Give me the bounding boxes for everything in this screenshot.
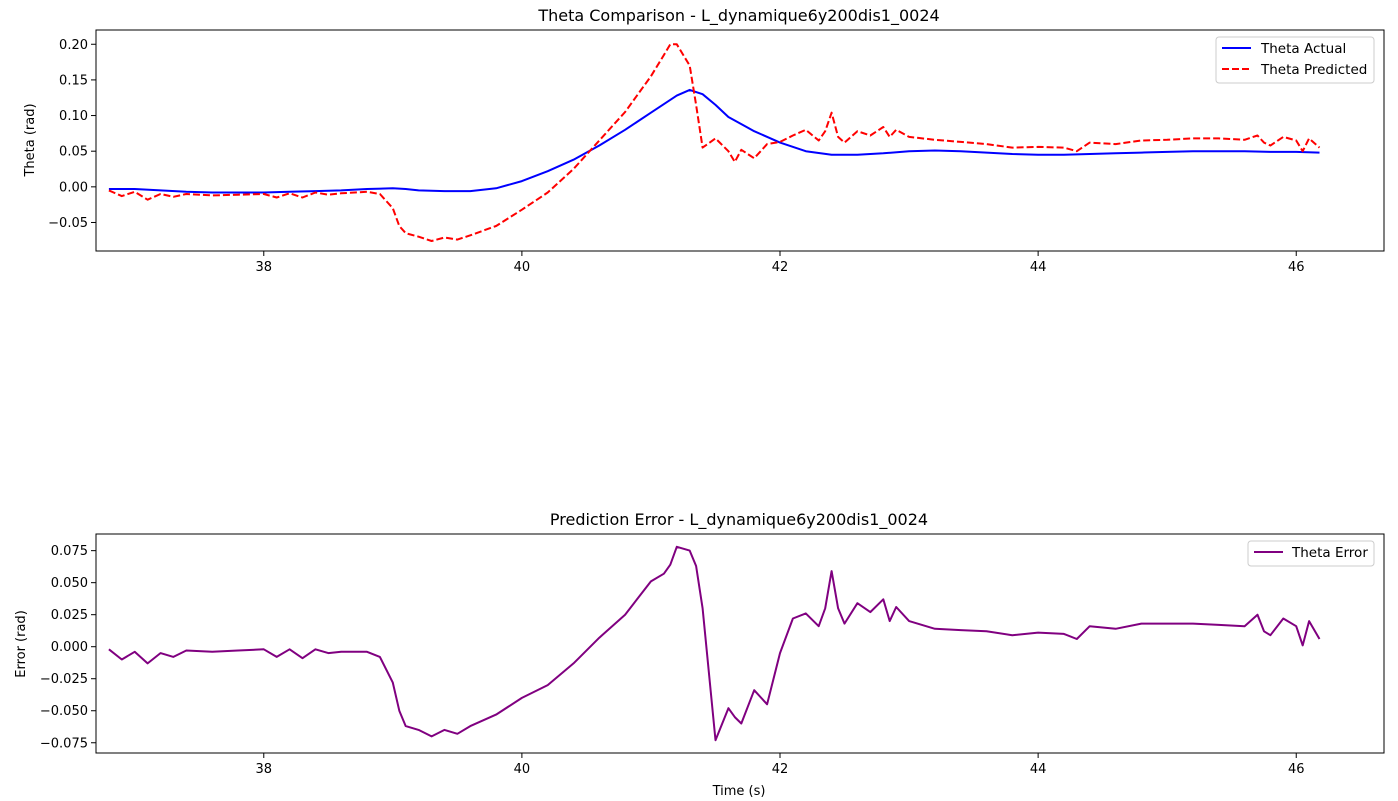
error-xtick-label: 40 (514, 762, 531, 777)
series-line-theta-predicted (108, 43, 1321, 242)
prediction-error-title: Prediction Error - L_dynamique6y200dis1_… (550, 510, 928, 530)
error-legend: Theta Error (1247, 540, 1375, 567)
theta-ytick-label: 0.15 (59, 73, 88, 88)
legend-theta-actual-label: Theta Actual (1260, 41, 1346, 57)
theta-xtick-label: 38 (256, 260, 273, 275)
legend-theta-predicted-label: Theta Predicted (1260, 62, 1367, 78)
theta-ytick-label: 0.05 (59, 145, 88, 160)
theta-ylabel: Theta (rad) (23, 103, 38, 177)
error-xtick-label: 44 (1030, 762, 1047, 777)
series-line-theta-actual (108, 88, 1320, 194)
theta-xtick-label: 40 (514, 260, 531, 275)
legend-theta-error-label: Theta Error (1291, 545, 1368, 561)
error-ytick-label: 0.050 (51, 576, 88, 591)
error-xtick-label: 42 (772, 762, 789, 777)
theta-comparison-marks: 38 40 42 44 46 −0.05 0.00 0.05 0.10 0.15 0.20 (48, 38, 1321, 275)
theta-comparison-plot-frame (95, 29, 1385, 252)
prediction-error-marks: 38 40 42 44 46 −0.075 −0.050 −0.025 0.000 0.025 0.… (40, 544, 1321, 777)
series-line-theta-error (108, 545, 1321, 742)
error-ytick-label: 0.075 (51, 544, 88, 559)
error-ytick-label: 0.025 (51, 608, 88, 623)
error-ylabel: Error (rad) (14, 610, 29, 678)
theta-legend: Theta Actual Theta Predicted (1215, 36, 1375, 84)
prediction-error-plot-frame (95, 533, 1385, 754)
theta-xtick-label: 44 (1030, 260, 1047, 275)
theta-xtick-label: 42 (772, 260, 789, 275)
error-xtick-label: 46 (1288, 762, 1305, 777)
error-ytick-label: −0.025 (40, 672, 88, 687)
time-xlabel: Time (s) (712, 784, 766, 799)
error-legend-box (1247, 540, 1375, 567)
theta-ytick-label: 0.20 (59, 38, 88, 53)
theta-ytick-label: 0.10 (59, 109, 88, 124)
error-ytick-label: −0.050 (40, 704, 88, 719)
prediction-error-axes: Prediction Error - L_dynamique6y200dis1_… (14, 510, 1385, 799)
error-ytick-label: −0.075 (40, 736, 88, 751)
theta-comparison-title: Theta Comparison - L_dynamique6y200dis1_… (537, 6, 939, 26)
theta-xtick-label: 46 (1288, 260, 1305, 275)
error-ytick-label: 0.000 (51, 640, 88, 655)
theta-comparison-axes: Theta Comparison - L_dynamique6y200dis1_… (23, 6, 1385, 275)
theta-ytick-label: 0.00 (59, 180, 88, 195)
theta-legend-box (1215, 36, 1375, 84)
theta-ytick-label: −0.05 (48, 216, 88, 231)
error-xtick-label: 38 (256, 762, 273, 777)
